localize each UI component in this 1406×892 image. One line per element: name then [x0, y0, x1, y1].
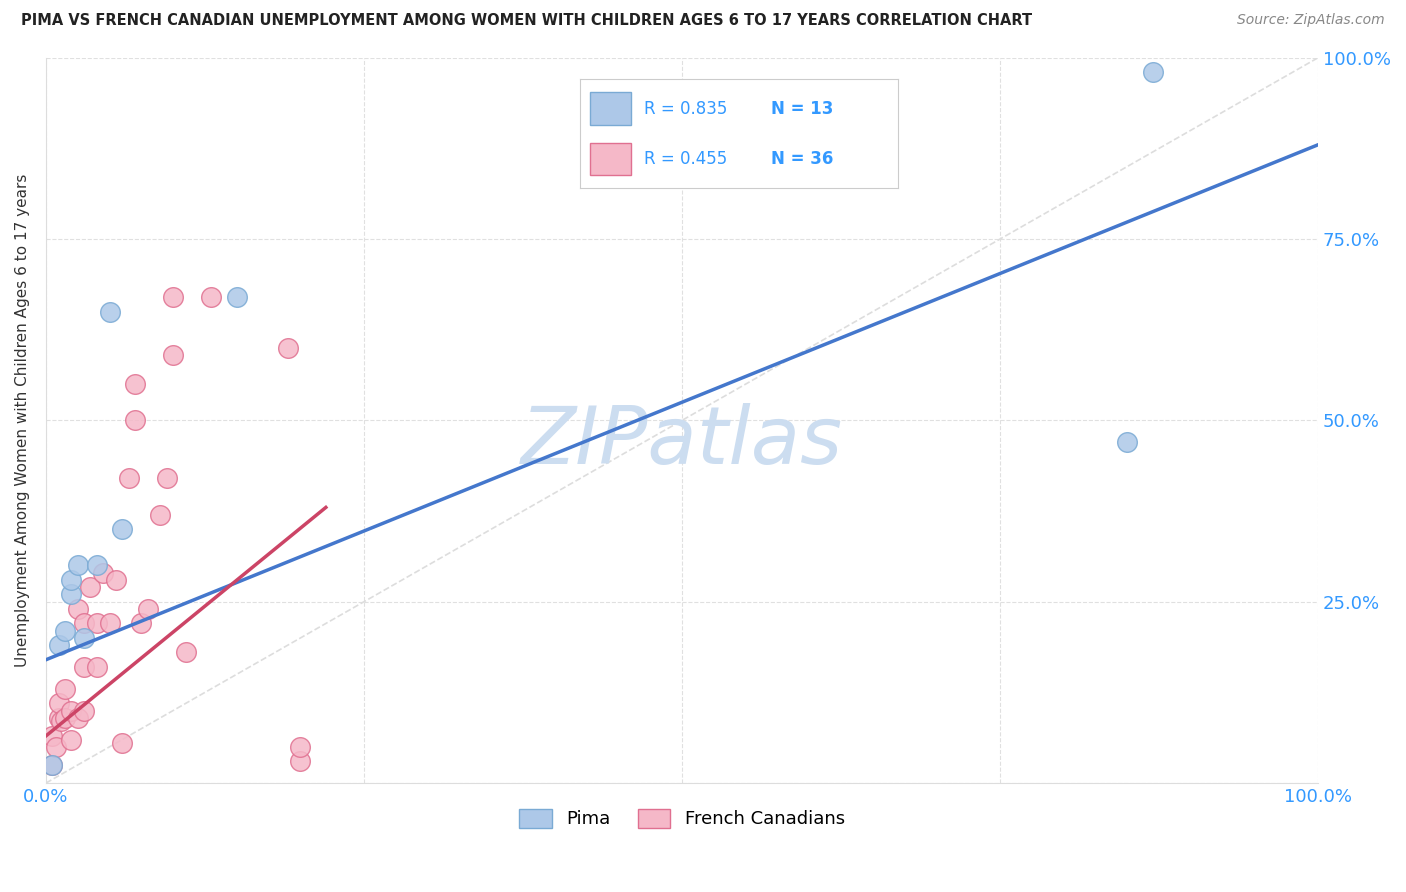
- Point: [290, 754, 312, 768]
- Point: [290, 739, 312, 754]
- Legend: Pima, French Canadians: Pima, French Canadians: [512, 802, 852, 836]
- Point: [60, 704, 83, 718]
- Point: [73, 660, 96, 674]
- Point: [60, 573, 83, 587]
- Point: [66, 711, 89, 725]
- Point: [66, 602, 89, 616]
- Point: [48, 711, 70, 725]
- Point: [41, 758, 63, 772]
- Point: [45, 739, 67, 754]
- Point: [53, 624, 76, 638]
- Point: [86, 558, 108, 573]
- Point: [98, 616, 121, 631]
- Point: [162, 348, 184, 362]
- Point: [60, 732, 83, 747]
- Point: [73, 704, 96, 718]
- Point: [124, 377, 146, 392]
- Point: [174, 645, 197, 659]
- Point: [73, 616, 96, 631]
- Point: [111, 522, 134, 536]
- Point: [86, 616, 108, 631]
- Point: [53, 681, 76, 696]
- Point: [60, 587, 83, 601]
- Point: [111, 736, 134, 750]
- Point: [41, 758, 63, 772]
- Text: PIMA VS FRENCH CANADIAN UNEMPLOYMENT AMONG WOMEN WITH CHILDREN AGES 6 TO 17 YEAR: PIMA VS FRENCH CANADIAN UNEMPLOYMENT AMO…: [21, 13, 1032, 29]
- Point: [48, 696, 70, 710]
- Point: [131, 616, 153, 631]
- Point: [118, 471, 141, 485]
- Point: [48, 638, 70, 652]
- Text: ZIPatlas: ZIPatlas: [522, 403, 844, 481]
- Point: [1142, 65, 1164, 79]
- Point: [156, 471, 179, 485]
- Point: [1116, 435, 1139, 450]
- Point: [51, 714, 73, 729]
- Point: [149, 508, 172, 522]
- Point: [53, 711, 76, 725]
- Point: [162, 290, 184, 304]
- Point: [200, 290, 222, 304]
- Point: [136, 602, 159, 616]
- Point: [98, 304, 121, 318]
- Point: [104, 573, 127, 587]
- Point: [41, 729, 63, 743]
- Point: [225, 290, 247, 304]
- Point: [79, 580, 101, 594]
- Y-axis label: Unemployment Among Women with Children Ages 6 to 17 years: Unemployment Among Women with Children A…: [15, 174, 30, 667]
- Point: [124, 413, 146, 427]
- Point: [277, 341, 299, 355]
- Point: [91, 566, 114, 580]
- Point: [86, 660, 108, 674]
- Point: [66, 558, 89, 573]
- Point: [73, 631, 96, 645]
- Text: Source: ZipAtlas.com: Source: ZipAtlas.com: [1237, 13, 1385, 28]
